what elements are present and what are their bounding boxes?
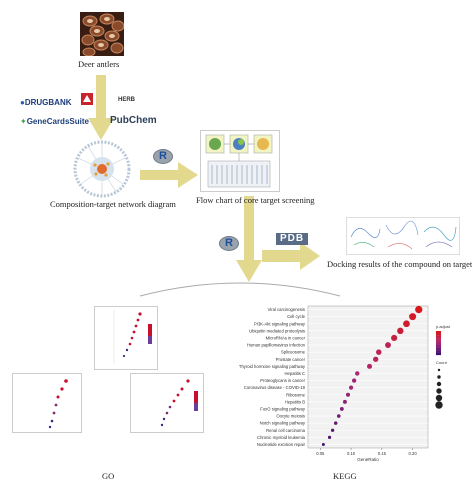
kegg-dot bbox=[333, 421, 338, 425]
go-label: GO bbox=[102, 471, 115, 481]
kegg-pathway-label: Prostate cancer bbox=[276, 357, 306, 362]
kegg-pathway-label: Notch signaling pathway bbox=[260, 421, 306, 426]
go-chart-2 bbox=[12, 373, 82, 433]
kegg-dot bbox=[409, 313, 417, 321]
kegg-legend-color-title: p.adjust bbox=[436, 324, 451, 329]
go-chart-3 bbox=[130, 373, 204, 433]
arrow-down-2 bbox=[236, 196, 262, 282]
kegg-dot bbox=[385, 342, 391, 348]
kegg-dot bbox=[345, 392, 351, 397]
kegg-dot bbox=[391, 334, 398, 342]
kegg-pathway-label: Human papillomavirus infection bbox=[247, 343, 306, 348]
kegg-pathway-label: Nucleotide excision repair bbox=[257, 442, 306, 447]
kegg-legend-color-step bbox=[436, 345, 441, 348]
network-label: Composition-target network diagram bbox=[50, 199, 176, 209]
kegg-legend-color-step bbox=[436, 335, 441, 339]
kegg-legend-size-dot bbox=[435, 401, 443, 409]
kegg-plot-area bbox=[307, 305, 429, 449]
kegg-dot bbox=[415, 305, 423, 314]
kegg-legend-size-dot bbox=[436, 381, 442, 387]
kegg-dot bbox=[339, 407, 344, 411]
flowchart-label: Flow chart of core target screening bbox=[196, 195, 315, 205]
deer-antler-image bbox=[80, 12, 124, 56]
docking-label: Docking results of the compound on targe… bbox=[327, 259, 473, 269]
go-chart-1 bbox=[94, 306, 158, 370]
kegg-tick-label: 0.20 bbox=[409, 451, 418, 456]
kegg-dot bbox=[330, 428, 335, 432]
docking-thumbnails bbox=[346, 217, 460, 255]
kegg-dot bbox=[336, 414, 341, 418]
kegg-legend-size-title: Count bbox=[436, 360, 448, 365]
kegg-dot-plot: Viral carcinogenesis Cell cycle PI3K-Akt s… bbox=[239, 305, 451, 462]
kegg-dot bbox=[348, 385, 354, 390]
results-bracket bbox=[139, 282, 341, 297]
srb-logo-icon bbox=[81, 93, 93, 105]
arrow-down-1 bbox=[88, 75, 114, 140]
r-logo-icon: R bbox=[153, 149, 173, 164]
kegg-tick-label: 0.05 bbox=[316, 451, 325, 456]
kegg-legend-color-step bbox=[436, 340, 441, 344]
pubchem-logo: PubChem bbox=[110, 115, 157, 126]
kegg-legend-color-step bbox=[436, 338, 441, 341]
kegg-pathway-label: Coronavirus disease - COVID-19 bbox=[244, 385, 306, 390]
kegg-pathway-label: Renal cell carcinoma bbox=[266, 428, 306, 433]
deer-antlers-label: Deer antlers bbox=[78, 59, 120, 69]
kegg-dot bbox=[354, 371, 360, 376]
kegg-pathway-label: Oocyte meiosis bbox=[276, 414, 305, 419]
kegg-tick-label: 0.10 bbox=[347, 451, 356, 456]
kegg-legend-color-step bbox=[436, 350, 441, 353]
kegg-legend-color-step bbox=[436, 347, 441, 351]
kegg-pathway-label: Spliceosome bbox=[281, 350, 306, 355]
network-diagram bbox=[73, 140, 131, 198]
flowchart-thumbnail bbox=[200, 130, 280, 192]
kegg-dot bbox=[351, 378, 357, 383]
kegg-pathway-label: Hepatitis C bbox=[285, 371, 305, 376]
pdb-logo: PDB bbox=[276, 233, 309, 245]
kegg-legend-size-dot bbox=[435, 394, 443, 402]
kegg-dot bbox=[342, 399, 347, 404]
kegg-legend-size-dot bbox=[437, 368, 441, 372]
kegg-legend-color-step bbox=[436, 331, 441, 334]
kegg-dot bbox=[403, 320, 410, 328]
kegg-legend-color-step bbox=[436, 333, 441, 336]
kegg-xlabel: GeneRatio bbox=[357, 457, 379, 462]
kegg-pathway-label: Proteoglycans in cancer bbox=[260, 378, 305, 383]
kegg-legend-size-dot bbox=[437, 375, 441, 379]
kegg-pathway-label: Ubiquitin mediated proteolysis bbox=[249, 328, 305, 333]
kegg-legend-size-dot bbox=[436, 388, 442, 394]
kegg-pathway-label: Chronic myeloid leukemia bbox=[257, 435, 306, 440]
kegg-pathway-label: Hepatitis B bbox=[285, 399, 305, 404]
kegg-pathway-label: PI3K-Akt signaling pathway bbox=[254, 321, 306, 326]
kegg-pathway-label: MicroRNAs in cancer bbox=[266, 335, 306, 340]
kegg-dot bbox=[397, 327, 404, 335]
genecards-logo: ✦GeneCardsSuite bbox=[20, 117, 89, 126]
kegg-dot bbox=[321, 442, 325, 446]
genecards-text: GeneCardsSuite bbox=[26, 117, 89, 126]
drugbank-text: DRUGBANK bbox=[24, 98, 72, 107]
kegg-pathway-label: Ribosome bbox=[286, 392, 306, 397]
kegg-pathway-label: Viral carcinogenesis bbox=[268, 307, 305, 312]
kegg-label: KEGG bbox=[333, 471, 357, 481]
kegg-pathway-label: Thyroid hormone signaling pathway bbox=[239, 364, 306, 369]
r-logo-icon-2: R bbox=[219, 236, 239, 251]
kegg-legend-color-step bbox=[436, 343, 441, 346]
kegg-pathway-label: FoxO signaling pathway bbox=[260, 406, 306, 411]
kegg-legend-color-step bbox=[436, 352, 441, 356]
drugbank-logo: ●DRUGBANK bbox=[20, 98, 72, 107]
arrow-right-1 bbox=[140, 162, 198, 188]
kegg-dot bbox=[376, 349, 382, 355]
kegg-tick-label: 0.15 bbox=[378, 451, 387, 456]
kegg-dot bbox=[373, 356, 379, 362]
kegg-pathway-label: Cell cycle bbox=[287, 314, 306, 319]
kegg-dot bbox=[327, 435, 332, 439]
kegg-chart: Viral carcinogenesis Cell cycle PI3K-Akt s… bbox=[234, 300, 466, 468]
herb-logo: HERB bbox=[118, 97, 136, 103]
kegg-dot bbox=[367, 363, 373, 369]
arrow-right-2 bbox=[262, 242, 320, 270]
